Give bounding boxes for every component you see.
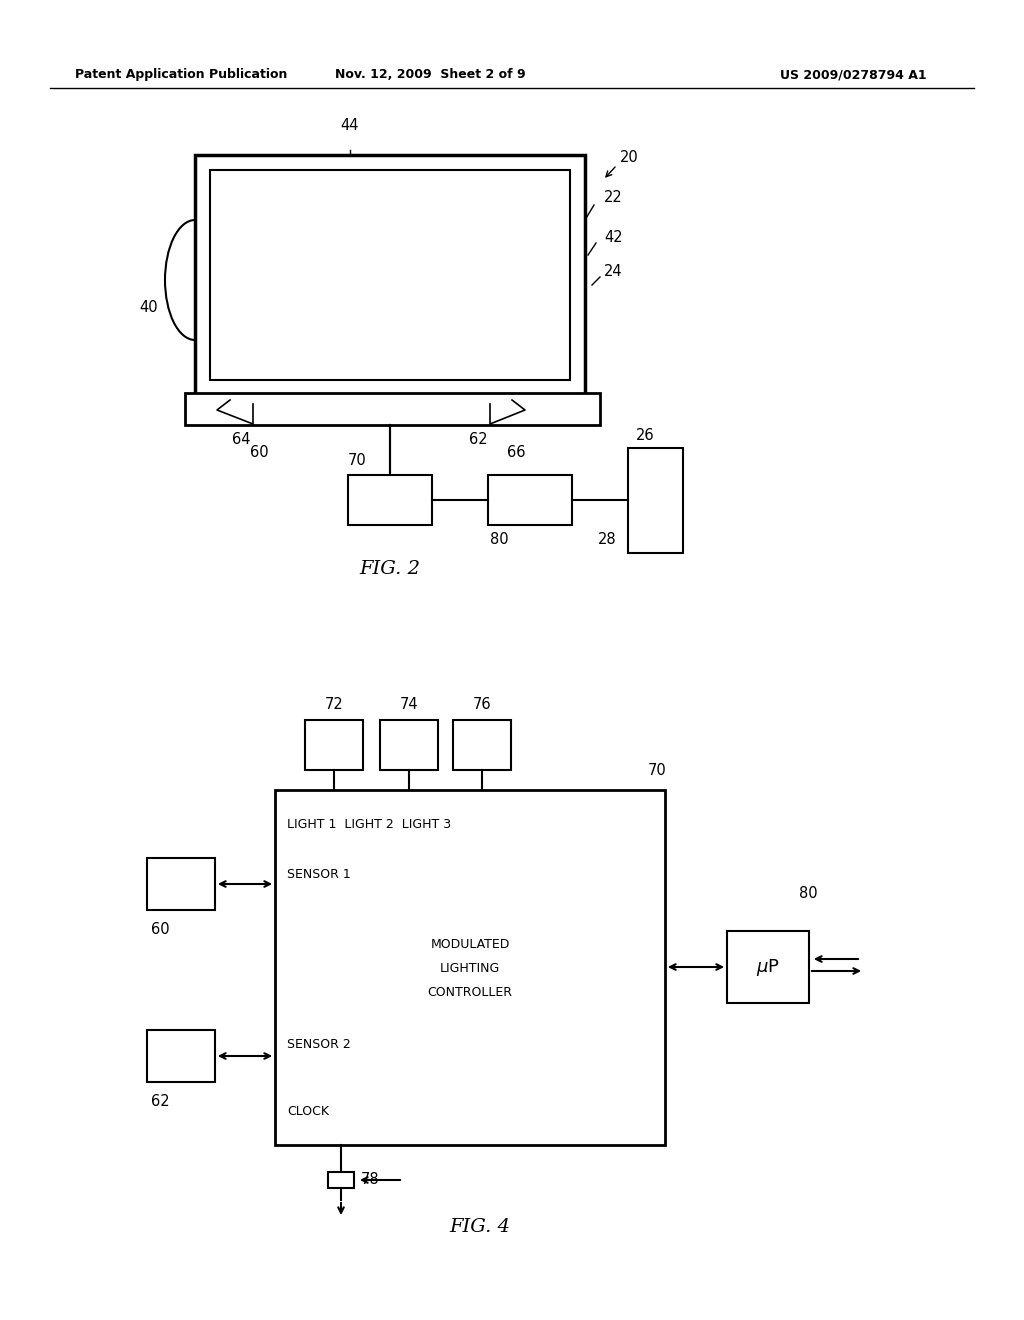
Text: 78: 78 — [361, 1172, 380, 1188]
Text: 20: 20 — [620, 150, 639, 165]
Text: 72: 72 — [325, 697, 343, 711]
Text: FIG. 2: FIG. 2 — [359, 560, 421, 578]
Bar — [380, 719, 438, 770]
Text: 80: 80 — [799, 886, 817, 902]
Bar — [453, 719, 511, 770]
Bar — [147, 858, 215, 909]
Text: 24: 24 — [604, 264, 623, 280]
Text: 28: 28 — [598, 532, 616, 546]
Bar — [305, 719, 362, 770]
Text: 70: 70 — [348, 453, 367, 469]
Text: 70: 70 — [648, 763, 667, 777]
Text: FIG. 4: FIG. 4 — [450, 1218, 511, 1236]
Bar — [328, 1172, 354, 1188]
Text: SENSOR 2: SENSOR 2 — [287, 1038, 351, 1051]
Text: 60: 60 — [250, 445, 268, 459]
Text: 64: 64 — [232, 432, 251, 447]
Text: Nov. 12, 2009  Sheet 2 of 9: Nov. 12, 2009 Sheet 2 of 9 — [335, 69, 525, 81]
Bar — [275, 789, 665, 1144]
Text: 40: 40 — [139, 301, 158, 315]
Bar — [488, 475, 572, 525]
Text: CONTROLLER: CONTROLLER — [427, 986, 512, 999]
Text: 62: 62 — [469, 432, 488, 447]
Text: SENSOR 1: SENSOR 1 — [287, 869, 351, 880]
Text: 74: 74 — [399, 697, 419, 711]
Bar — [195, 154, 585, 395]
Text: 60: 60 — [151, 921, 170, 937]
Text: 62: 62 — [151, 1094, 170, 1109]
Text: 76: 76 — [473, 697, 492, 711]
Text: US 2009/0278794 A1: US 2009/0278794 A1 — [780, 69, 927, 81]
Text: 66: 66 — [507, 445, 525, 459]
Text: $\mu$P: $\mu$P — [756, 957, 780, 978]
Bar — [727, 931, 809, 1003]
Text: 26: 26 — [636, 429, 654, 444]
Text: 80: 80 — [490, 532, 509, 546]
Bar — [147, 1030, 215, 1082]
Text: CLOCK: CLOCK — [287, 1105, 329, 1118]
Text: LIGHTING: LIGHTING — [440, 962, 500, 975]
Text: 44: 44 — [341, 117, 359, 133]
Bar — [210, 170, 570, 380]
Text: 22: 22 — [604, 190, 623, 206]
Bar — [628, 447, 683, 553]
Text: LIGHT 1  LIGHT 2  LIGHT 3: LIGHT 1 LIGHT 2 LIGHT 3 — [287, 818, 452, 832]
Bar — [185, 393, 600, 425]
Text: Patent Application Publication: Patent Application Publication — [75, 69, 288, 81]
Text: 42: 42 — [604, 231, 623, 246]
Text: MODULATED: MODULATED — [430, 939, 510, 950]
Bar — [348, 475, 432, 525]
